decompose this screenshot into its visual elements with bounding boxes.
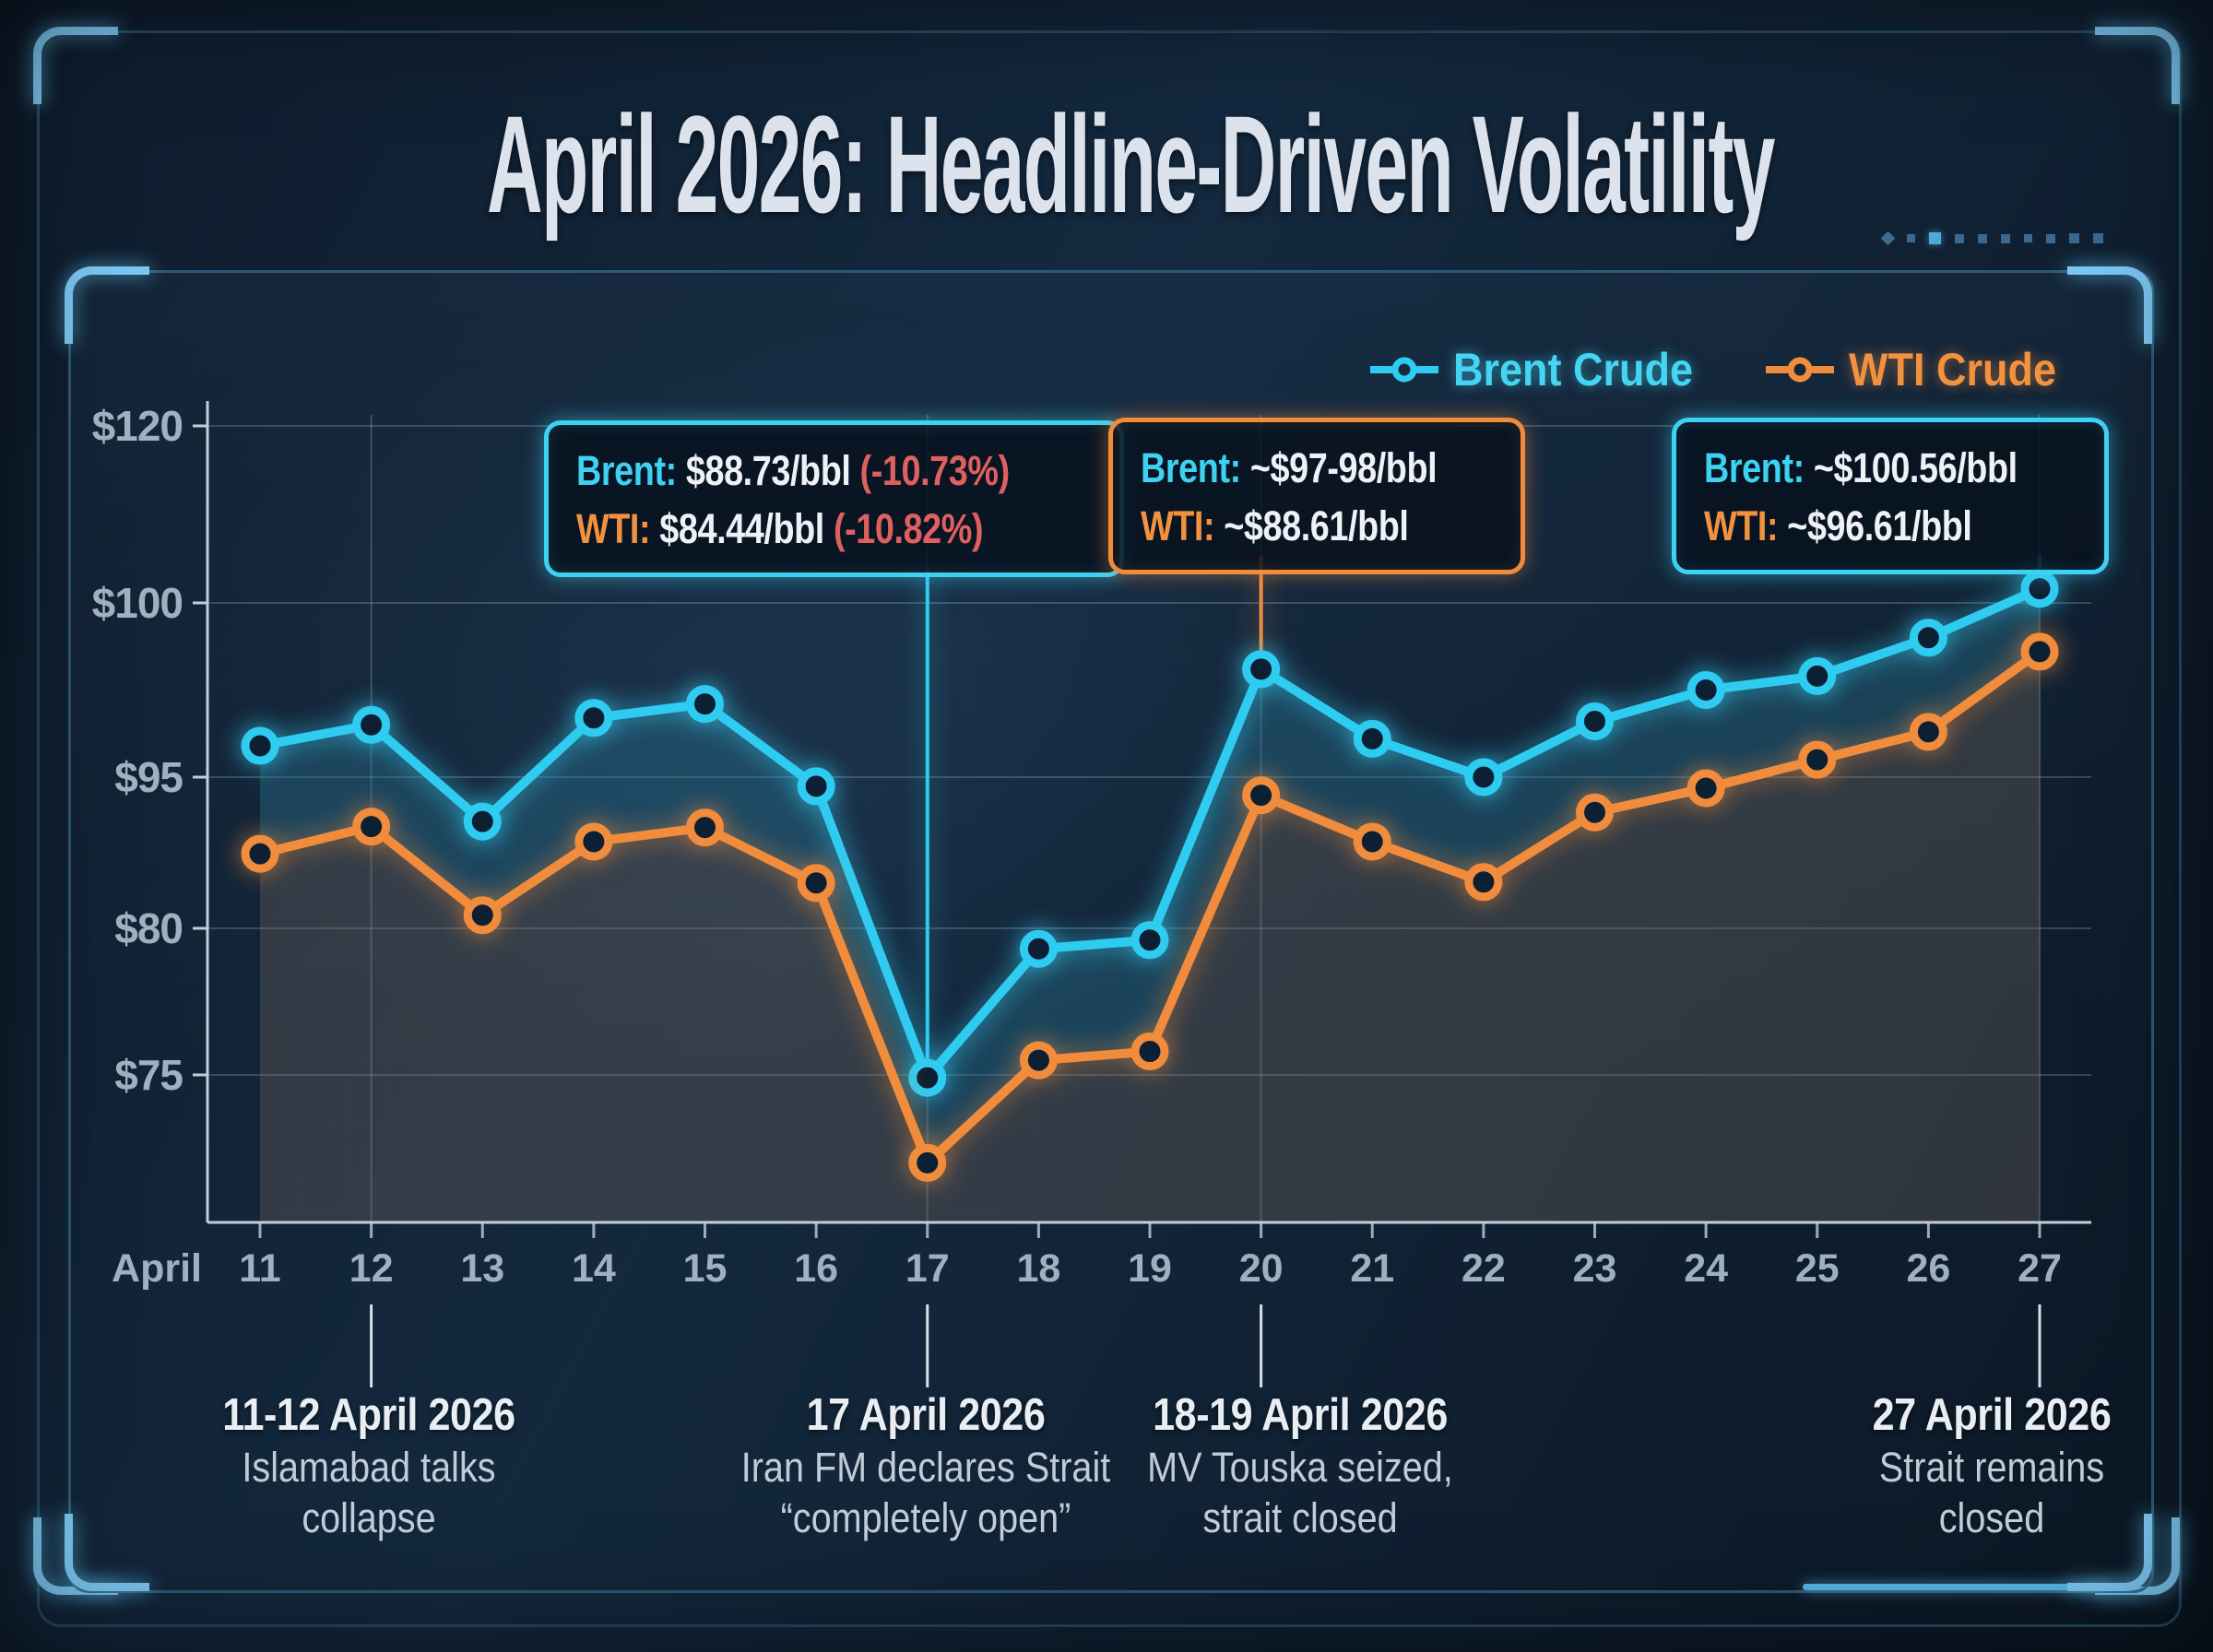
callout-brent-label: Brent: — [576, 447, 677, 494]
data-point — [1353, 719, 1391, 758]
data-point — [463, 802, 502, 841]
data-point — [1909, 619, 1947, 657]
callout-wti-label: WTI: — [1141, 502, 1215, 549]
data-point — [352, 808, 391, 846]
deco-square-icon — [2093, 233, 2103, 243]
data-point — [2020, 570, 2059, 608]
callout-wti-value: ~$96.61/bbl — [1778, 502, 1972, 549]
legend-label: WTI Crude — [1849, 344, 2057, 395]
data-point — [1576, 702, 1614, 741]
event-text: Iran FM declares Strait — [740, 1444, 1111, 1491]
panel-accent — [1803, 1584, 2107, 1590]
event-date: 27 April 2026 — [1872, 1390, 2112, 1440]
event-date: 11-12 April 2026 — [222, 1390, 515, 1440]
data-point — [1242, 776, 1281, 815]
data-point — [686, 685, 724, 724]
callout-17-april: Brent: $88.73/bbl (-10.73%) WTI: $84.44/… — [544, 420, 1125, 577]
legend-label: Brent Crude — [1453, 344, 1694, 395]
data-point — [1686, 769, 1725, 808]
data-point — [1130, 921, 1169, 960]
callout-brent-value: $88.73/bbl — [676, 447, 860, 494]
callout-brent-value: ~$97-98/bbl — [1240, 444, 1438, 491]
event-text: strait closed — [1202, 1494, 1398, 1541]
deco-square-icon — [2024, 234, 2032, 242]
callout-wti-change: (-10.82%) — [833, 505, 984, 552]
line-marker-icon — [1370, 357, 1439, 383]
data-point — [908, 1058, 947, 1097]
data-point — [797, 864, 835, 903]
data-point — [797, 767, 835, 806]
data-point — [1686, 671, 1725, 709]
callout-27-april: Brent: ~$100.56/bbl WTI: ~$96.61/bbl — [1672, 418, 2110, 574]
data-point — [241, 834, 279, 873]
series-wti — [241, 632, 2059, 1182]
data-point — [241, 726, 279, 765]
event-text: closed — [1938, 1494, 2045, 1541]
data-point — [1242, 650, 1281, 689]
data-point — [908, 1143, 947, 1182]
outer-frame — [37, 30, 2182, 1627]
callout-brent-change: (-10.73%) — [859, 447, 1011, 494]
callout-wti-label: WTI: — [1704, 502, 1779, 549]
event-date: 18-19 April 2026 — [1153, 1390, 1448, 1440]
data-point — [352, 705, 391, 744]
deco-squares — [1880, 230, 2103, 246]
data-point — [574, 822, 613, 861]
data-point — [1464, 863, 1503, 902]
data-point — [1909, 713, 1947, 751]
legend-item-brent[interactable]: Brent Crude — [1370, 343, 1720, 396]
series-brent — [241, 570, 2059, 1097]
event-text: Strait remains — [1878, 1444, 2105, 1491]
data-point — [1130, 1032, 1169, 1071]
callout-wti-label: WTI: — [576, 505, 651, 552]
data-point — [1464, 758, 1503, 796]
callout-20-april: Brent: ~$97-98/bbl WTI: ~$88.61/bbl — [1108, 418, 1526, 574]
event-annotation: 27 April 2026 Strait remains closed — [1732, 1388, 2213, 1543]
event-annotation: 11-12 April 2026 Islamabad talks collaps… — [109, 1388, 628, 1543]
deco-square-icon — [1907, 234, 1915, 242]
event-text: collapse — [302, 1494, 436, 1541]
data-point — [463, 896, 502, 935]
legend-item-wti[interactable]: WTI Crude — [1766, 343, 2079, 396]
deco-square-icon — [1978, 233, 1987, 243]
event-text: MV Touska seized, — [1147, 1444, 1453, 1491]
callout-brent-label: Brent: — [1141, 444, 1241, 491]
callout-brent-value: ~$100.56/bbl — [1804, 444, 2018, 491]
event-annotation: 18-19 April 2026 MV Touska seized, strai… — [1040, 1388, 1559, 1543]
data-point — [574, 699, 613, 738]
event-date: 17 April 2026 — [806, 1390, 1046, 1440]
data-point — [686, 808, 724, 847]
deco-square-icon — [1955, 233, 1964, 243]
line-marker-icon — [1766, 357, 1835, 383]
callout-brent-label: Brent: — [1704, 444, 1805, 491]
data-point — [1019, 929, 1058, 968]
legend: Brent Crude WTI Crude — [1370, 343, 2079, 396]
data-point — [2020, 632, 2059, 671]
page-title: April 2026: Headline-Driven Volatility — [487, 87, 1775, 242]
callout-wti-value: $84.44/bbl — [650, 505, 834, 552]
deco-square-icon — [2069, 233, 2079, 243]
fill-below-wti — [260, 651, 2040, 1222]
data-point — [1576, 793, 1614, 832]
deco-square-icon — [1929, 232, 1941, 244]
data-point — [1798, 740, 1837, 779]
deco-square-icon — [2046, 233, 2055, 243]
deco-square-icon — [2001, 233, 2010, 243]
data-point — [1798, 656, 1837, 695]
event-annotation: 17 April 2026 Iran FM declares Strait “c… — [666, 1388, 1185, 1543]
callout-wti-value: ~$88.61/bbl — [1214, 502, 1409, 549]
event-text: “completely open” — [780, 1494, 1071, 1541]
data-point — [1353, 822, 1391, 861]
event-text: Islamabad talks — [242, 1444, 496, 1491]
data-point — [1019, 1041, 1058, 1080]
